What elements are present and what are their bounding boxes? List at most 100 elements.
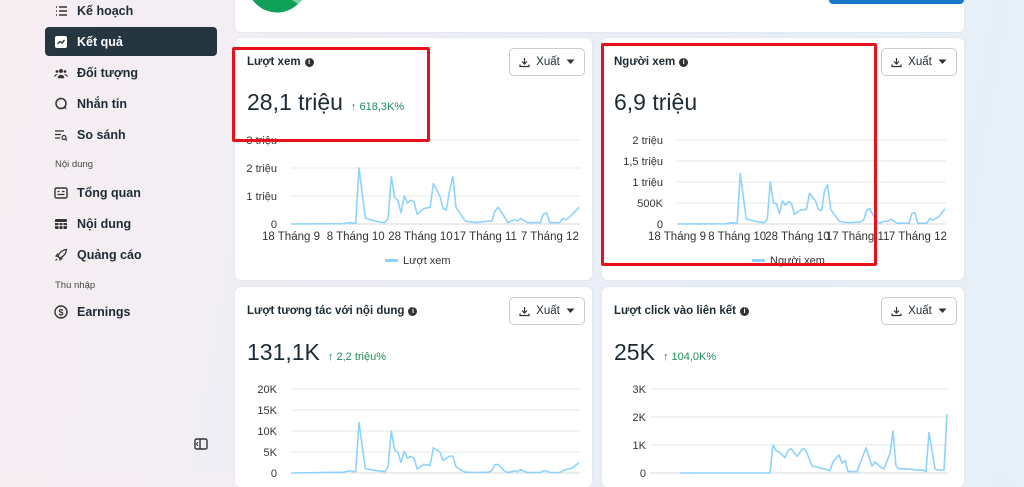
y-tick-label: 10K (257, 426, 277, 438)
y-tick-label: 5K (264, 447, 278, 459)
x-tick-label: 8 Tháng 10 (327, 231, 385, 243)
trend-chart-icon (54, 35, 68, 49)
chat-icon (54, 97, 68, 111)
section-label-content: Nội dung (55, 159, 94, 170)
sidebar: Kế hoạch Kết quả Đối tượng Nhắn tin So sánh … (0, 0, 230, 472)
export-label: Xuất (908, 56, 932, 68)
table-icon (54, 217, 68, 231)
metric-value: 6,9 triệu (614, 89, 697, 116)
metric-card-2: Người xem i Xuất 6,9 triệu 0 500K 1 triệu 1,5… (602, 38, 964, 280)
y-tick-label: 1K (633, 440, 647, 452)
x-tick-label: 8 Tháng 10 (708, 231, 766, 243)
legend-label[interactable]: Người xem (770, 255, 825, 267)
line-chart: 0 1K 2K 3K (633, 384, 948, 480)
legend-label[interactable]: Lượt xem (403, 255, 451, 267)
card-title: Lượt xem i (247, 56, 314, 68)
export-button[interactable]: Xuất (509, 297, 585, 325)
sidebar-item-so-sánh[interactable]: So sánh (45, 120, 217, 149)
info-icon[interactable]: i (739, 306, 749, 316)
metric-value-text: 6,9 triệu (614, 89, 698, 115)
x-tick-label: 28 Tháng 10 (765, 231, 829, 243)
sidebar-item-quảng-cáo[interactable]: Quảng cáo (45, 240, 217, 269)
sidebar-item-earnings[interactable]: $ Earnings (45, 297, 217, 326)
caret-down-icon (566, 59, 575, 64)
y-tick-label: 3 triệu (246, 135, 277, 147)
section-label-income: Thu nhập (55, 280, 96, 291)
export-button[interactable]: Xuất (509, 48, 585, 76)
y-tick-label: 0 (657, 219, 663, 231)
card-title: Lượt click vào liên kết i (614, 305, 749, 317)
series-line (680, 414, 948, 474)
sidebar-item-label: Kết quả (77, 34, 123, 49)
sidebar-item-label: Đối tượng (77, 65, 138, 80)
y-tick-label: 0 (271, 468, 277, 480)
sidebar-item-nội-dung[interactable]: Nội dung (45, 209, 217, 238)
card-title-text: Lượt click vào liên kết (614, 305, 736, 317)
card-title: Lượt tương tác với nội dung i (247, 305, 418, 317)
y-tick-label: 3K (633, 384, 647, 396)
export-button[interactable]: Xuất (881, 48, 957, 76)
sidebar-item-label: So sánh (77, 127, 126, 142)
sidebar-item-tổng-quan[interactable]: Tổng quan (45, 178, 217, 207)
x-tick-label: 17 Tháng 11 (453, 231, 517, 243)
collapse-sidebar-icon[interactable] (194, 437, 208, 450)
sidebar-item-đối-tượng[interactable]: Đối tượng (45, 58, 217, 87)
y-tick-label: 500K (637, 198, 663, 210)
card-title-text: Lượt xem (247, 56, 301, 68)
x-tick-label: 17 Tháng 11 (826, 231, 890, 243)
y-tick-label: 2 triệu (246, 163, 277, 175)
sidebar-item-kết-quả[interactable]: Kết quả (45, 27, 217, 56)
sidebar-item-label: Nội dung (77, 216, 132, 231)
caret-down-icon (938, 59, 947, 64)
primary-button[interactable] (829, 0, 964, 4)
sidebar-item-nhắn-tin[interactable]: Nhắn tin (45, 89, 217, 118)
sidebar-item-kế-hoạch[interactable]: Kế hoạch (45, 0, 217, 25)
y-tick-label: 1 triệu (632, 177, 663, 189)
dollar-circle-icon: $ (54, 304, 68, 319)
caret-down-icon (938, 308, 947, 313)
y-tick-label: 1 triệu (246, 191, 277, 203)
x-tick-label: 7 Tháng 12 (521, 231, 579, 243)
y-tick-label: 20K (257, 384, 277, 396)
y-tick-label: 0 (271, 219, 277, 231)
y-tick-label: 2 triệu (632, 135, 663, 147)
caret-down-icon (566, 308, 575, 313)
series-line (290, 421, 580, 474)
legend-swatch (752, 259, 765, 262)
line-chart: 0 1 triệu 2 triệu 3 triệu 18 Tháng 9 8 Tháng … (246, 135, 580, 267)
x-tick-label: 28 Tháng 10 (388, 231, 452, 243)
metric-value-text: 28,1 triệu (247, 89, 343, 115)
card-title-text: Lượt tương tác với nội dung (247, 305, 405, 317)
metric-value-text: 131,1K (247, 339, 320, 365)
line-chart: 0 5K 10K 15K 20K (257, 384, 580, 480)
export-label: Xuất (536, 305, 560, 317)
metric-change-text: 618,3K% (359, 101, 405, 113)
export-button[interactable]: Xuất (881, 297, 957, 325)
metric-change: ↑ 618,3K% (350, 101, 405, 113)
summary-card (235, 0, 964, 32)
sidebar-item-label: Quảng cáo (77, 247, 142, 262)
info-icon[interactable]: i (679, 57, 689, 67)
download-icon (891, 57, 902, 67)
metric-value: 28,1 triệu ↑ 618,3K% (247, 89, 404, 116)
list-icon (54, 4, 68, 18)
y-tick-label: 1,5 triệu (623, 156, 663, 168)
metric-card-1: Lượt xem i Xuất 28,1 triệu ↑ 618,3K% 0 1 tri… (235, 38, 592, 280)
sidebar-item-label: Kế hoạch (77, 3, 134, 18)
card-title: Người xem i (614, 56, 689, 68)
metric-card-4: Lượt click vào liên kết i Xuất 25K ↑ 104,0… (602, 287, 964, 487)
metric-value-text: 25K (614, 339, 655, 365)
compare-search-icon (54, 128, 68, 142)
metric-card-3: Lượt tương tác với nội dung i Xuất 131,1K… (235, 287, 592, 487)
series-line (290, 167, 580, 225)
metric-value: 25K ↑ 104,0K% (614, 339, 716, 366)
legend-swatch (385, 259, 398, 262)
x-tick-label: 18 Tháng 9 (262, 231, 320, 243)
people-icon (54, 66, 68, 80)
info-icon[interactable]: i (304, 57, 314, 67)
pie-chart-icon (252, 0, 303, 13)
info-icon[interactable]: i (408, 306, 418, 316)
y-tick-label: 0 (640, 468, 646, 480)
x-tick-label: 18 Tháng 9 (648, 231, 706, 243)
